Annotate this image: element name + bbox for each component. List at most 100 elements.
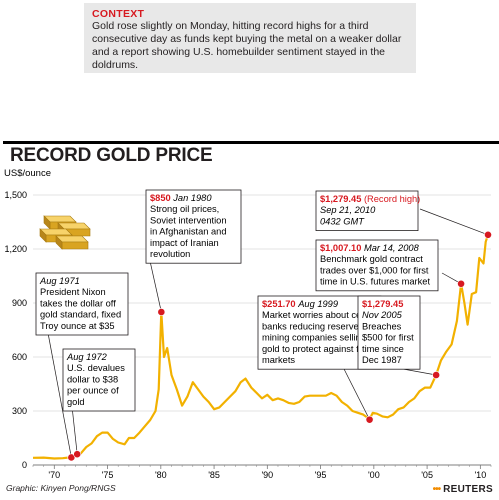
y-tick-label: 0: [22, 460, 27, 470]
annotation-line: $1,007.10 Mar 14, 2008: [320, 243, 420, 253]
annotation-text: U.S. devalues: [67, 363, 125, 373]
annotation-line: revolution: [150, 249, 190, 259]
annotation-text: President Nixon: [40, 287, 106, 297]
annotation-line: $1,279.45 (Record high): [320, 194, 420, 204]
annotation: $1,279.45 (Record high)Sep 21, 20100432 …: [315, 190, 420, 231]
annotation-text: Market worries about central: [262, 310, 379, 320]
annotation-line: gold: [67, 397, 85, 407]
annotation-text: Aug 1972: [66, 352, 108, 362]
annotation-line: mining companies selling: [262, 333, 366, 343]
annotation-line: gold to protect against falling: [262, 344, 380, 354]
annotation-text: takes the dollar off: [40, 298, 116, 308]
annotation-text: banks reducing reserves and: [262, 321, 381, 331]
y-tick-label: 1,200: [4, 244, 27, 254]
annotation-text: Aug 1999: [297, 299, 338, 309]
leader-line: [341, 364, 370, 420]
annotation-text: per ounce of: [67, 386, 119, 396]
annotation-line: in Afghanistan and: [150, 227, 227, 237]
highlight-point: [432, 371, 441, 379]
annotation-line: banks reducing reserves and: [262, 321, 381, 331]
annotation-line: Dec 1987: [362, 355, 402, 365]
annotation-text: Sep 21, 2010: [320, 205, 376, 215]
highlight-point: [67, 453, 76, 462]
annotation-text: Mar 14, 2008: [364, 243, 420, 253]
x-tick-label: '10: [474, 470, 486, 480]
annotation-text: Troy ounce at $35: [40, 321, 115, 331]
annotation-text: Breaches: [362, 321, 402, 331]
leader-line: [149, 260, 162, 313]
annotation-text: (Record high): [364, 194, 420, 204]
x-tick-label: '85: [208, 470, 220, 480]
annotation-text: Aug 1971: [39, 276, 80, 286]
annotation-text: gold to protect against falling: [262, 344, 380, 354]
chart-panel: RECORD GOLD PRICE US$/ounce 0 300 600 900 1,2…: [0, 141, 499, 500]
y-axis: US$/ounce 0 300 600 900 1,200 1,500: [4, 168, 51, 470]
annotation-line: Market worries about central: [262, 310, 379, 320]
annotation-line: $1,279.45: [362, 299, 403, 309]
annotation-line: President Nixon: [40, 287, 106, 297]
highlight-point: [457, 279, 465, 288]
annotation-text: Benchmark gold contract: [320, 254, 423, 264]
x-axis: '70 '75 '80 '85 '90 '95 '00 '05 '10: [32, 464, 492, 480]
context-text: Gold rose slightly on Monday, hitting re…: [92, 20, 402, 71]
annotation-text: Soviet intervention: [150, 215, 227, 225]
reuters-dots-icon: •••: [432, 484, 441, 495]
highlight-point: [73, 450, 82, 459]
annotation-text: $500 for first: [362, 333, 414, 343]
y-tick-label: 1,500: [4, 190, 27, 200]
context-heading: CONTEXT: [92, 8, 145, 20]
y-tick-label: 900: [12, 298, 27, 308]
gold-price-line: [32, 234, 490, 460]
annotation-line: Benchmark gold contract: [320, 254, 423, 264]
annotation-text: impact of Iranian: [150, 238, 219, 248]
annotation-line: Aug 1971: [39, 276, 80, 286]
gold-bars-illustration: [39, 215, 91, 250]
annotation-line: 0432 GMT: [320, 216, 365, 226]
annotation-text: dollar to $38: [67, 374, 118, 384]
highlight-point: [157, 308, 166, 316]
annotation-line: per ounce of: [67, 386, 119, 396]
highlight-point: [484, 230, 492, 239]
annotation-line: impact of Iranian: [150, 238, 219, 248]
annotation-line: Strong oil prices,: [150, 204, 219, 214]
annotation-line: Sep 21, 2010: [320, 205, 376, 215]
annotation-text: $1,279.45: [320, 194, 364, 204]
annotation-box: [315, 190, 419, 231]
gold-bar-front: [61, 241, 89, 250]
annotation-text: Nov 2005: [362, 310, 403, 320]
annotation-box: [357, 295, 421, 370]
annotation-text: $850: [150, 193, 173, 203]
context-box: CONTEXT Gold rose slightly on Monday, hi…: [84, 3, 416, 73]
annotation-box: [62, 348, 136, 412]
annotation-line: U.S. devalues: [67, 363, 125, 373]
annotation-text: Jan 1980: [172, 193, 212, 203]
annotation-line: $850 Jan 1980: [150, 193, 212, 203]
chart-title: RECORD GOLD PRICE: [10, 145, 213, 166]
x-tick-label: '05: [421, 470, 433, 480]
annotation-line: Aug 1972: [66, 352, 108, 362]
annotation-line: time since: [362, 344, 404, 354]
y-tick-label: 300: [12, 406, 27, 416]
annotation-line: gold standard, fixed: [40, 310, 121, 320]
annotation-box: [145, 189, 242, 264]
annotation-text: markets: [262, 355, 295, 365]
series: [32, 234, 490, 460]
annotation-line: Troy ounce at $35: [40, 321, 115, 331]
annotation-line: dollar to $38: [67, 374, 118, 384]
annotation-line: Soviet intervention: [150, 215, 227, 225]
annotation-text: gold standard, fixed: [40, 310, 121, 320]
gold-bar-side: [55, 235, 63, 250]
annotation-text: $1,279.45: [362, 299, 403, 309]
leader-line: [47, 332, 72, 458]
annotation-text: in Afghanistan and: [150, 227, 227, 237]
annotation-text: $1,007.10: [320, 243, 364, 253]
y-axis-label: US$/ounce: [4, 168, 51, 179]
annotation-text: Dec 1987: [362, 355, 402, 365]
annotation-text: gold: [67, 397, 85, 407]
annotation-line: time in U.S. futures market: [320, 277, 430, 287]
